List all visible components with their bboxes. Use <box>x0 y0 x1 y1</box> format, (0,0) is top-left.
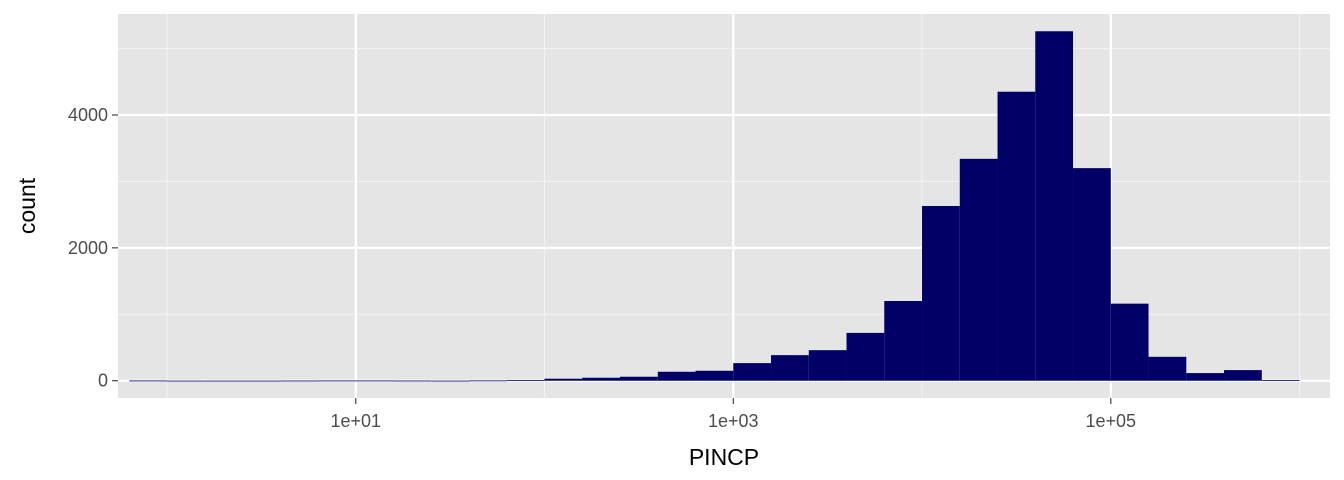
histogram-bar <box>506 380 545 381</box>
histogram-bar <box>280 380 319 382</box>
x-tick-label: 1e+05 <box>1086 411 1137 431</box>
histogram-bar <box>1186 373 1225 381</box>
histogram-bar <box>204 380 243 382</box>
y-axis-title: count <box>14 177 40 234</box>
histogram-bar <box>355 380 394 382</box>
histogram-bar <box>1224 370 1262 381</box>
histogram-bar <box>167 380 205 382</box>
histogram-bar <box>771 355 809 381</box>
histogram-bar <box>1110 303 1149 381</box>
histogram-bar <box>242 380 281 382</box>
histogram-bar <box>544 378 583 381</box>
histogram-bar <box>657 371 696 381</box>
histogram-bar <box>1035 31 1074 381</box>
x-axis-title: PINCP <box>689 444 759 470</box>
histogram-bar <box>1261 380 1300 381</box>
histogram-bar <box>582 377 621 381</box>
histogram-bar <box>1148 356 1187 381</box>
histogram-bar <box>997 91 1036 381</box>
histogram-bar <box>959 158 998 381</box>
histogram-bar <box>846 332 885 381</box>
x-tick-label: 1e+03 <box>708 411 759 431</box>
y-tick-label: 2000 <box>68 238 108 258</box>
x-tick-label: 1e+01 <box>330 411 381 431</box>
histogram-bar <box>469 380 507 382</box>
histogram-bar <box>129 380 168 382</box>
histogram-bar <box>318 380 356 382</box>
x-axis-ticks: 1e+01 1e+03 1e+05 <box>330 398 1136 431</box>
y-tick-label: 0 <box>98 371 108 391</box>
histogram-bar <box>884 301 923 381</box>
y-tick-label: 4000 <box>68 105 108 125</box>
histogram-bar <box>922 206 960 381</box>
histogram-bar <box>733 363 772 381</box>
histogram-bar <box>808 350 847 381</box>
histogram-bar <box>620 376 658 381</box>
histogram-bars <box>129 31 1300 382</box>
histogram-bar <box>695 370 734 381</box>
histogram-bar <box>393 380 432 382</box>
y-axis-ticks: 0 2000 4000 <box>68 105 118 391</box>
histogram-bar <box>431 380 470 382</box>
histogram-bar <box>1073 168 1111 381</box>
